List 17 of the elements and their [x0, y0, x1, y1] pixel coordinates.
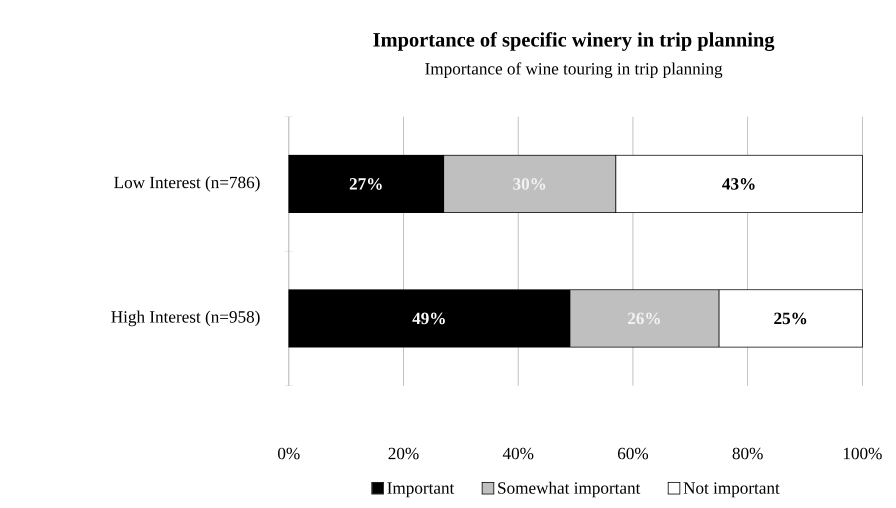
- x-tick-label: 100%: [844, 448, 882, 460]
- x-tick-label: 80%: [732, 448, 763, 460]
- data-label: 25%: [774, 312, 806, 324]
- data-label: 43%: [722, 178, 755, 190]
- x-tick-label: 0%: [278, 448, 300, 460]
- chart-subtitle: Importance of wine touring in trip planning: [425, 62, 722, 78]
- chart-title: Importance of specific winery in trip planning: [373, 32, 774, 51]
- legend-label: Not important: [684, 482, 780, 498]
- x-tick-label: 20%: [388, 448, 419, 460]
- x-tick-label: 40%: [502, 448, 534, 460]
- y-tick-label: Low Interest (n=786): [114, 176, 260, 192]
- x-tick-label: 60%: [618, 448, 648, 460]
- data-label: 49%: [412, 312, 445, 324]
- legend-label: Somewhat important: [498, 482, 640, 498]
- y-tick-label: High Interest (n=958): [111, 310, 260, 326]
- data-label: 27%: [350, 178, 382, 190]
- legend-label: Important: [387, 482, 454, 498]
